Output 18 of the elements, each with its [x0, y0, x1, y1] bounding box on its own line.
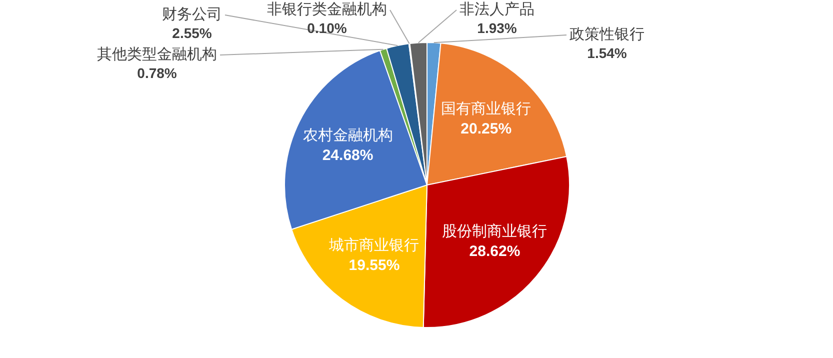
slice-label: 股份制商业银行: [442, 222, 548, 240]
data-label: 28.62%: [469, 242, 520, 260]
data-label: 0.10%: [307, 20, 348, 36]
data-label: 24.68%: [322, 147, 374, 164]
slice-label: 政策性银行: [570, 26, 644, 44]
slice-label: 非法人产品: [460, 1, 534, 18]
data-label: 1.54%: [587, 44, 628, 61]
slice-label: 其他类型金融机构: [97, 46, 217, 64]
slice-label: 农村金融机构: [302, 127, 393, 144]
data-label: 20.25%: [460, 120, 512, 138]
slice-label: 城市商业银行: [328, 237, 420, 254]
slice-label: 财务公司: [162, 6, 222, 24]
data-label: 19.55%: [348, 257, 400, 274]
data-label: 2.55%: [172, 24, 212, 41]
slice-label: 国有商业银行: [441, 100, 532, 118]
data-label: 1.93%: [477, 20, 518, 36]
data-label: 0.78%: [137, 64, 178, 81]
slice-label: 非银行类金融机构: [267, 1, 387, 18]
